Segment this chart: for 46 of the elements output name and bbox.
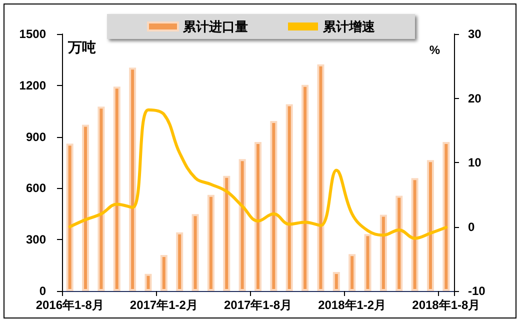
y2-axis-title: %	[429, 43, 440, 57]
bar	[223, 176, 230, 291]
bar	[66, 144, 74, 291]
y-tick-label: 1200	[19, 78, 46, 92]
bar	[426, 160, 434, 291]
bar	[442, 142, 450, 291]
bar	[129, 68, 136, 291]
bar	[364, 234, 372, 291]
bar	[396, 196, 403, 291]
x-tick-label: 2016年1-8月	[36, 298, 104, 312]
y2-tick-label: 0	[468, 220, 475, 234]
bar	[411, 178, 418, 291]
bar	[82, 124, 90, 291]
bar	[286, 104, 293, 291]
y-tick-label: 1500	[19, 27, 46, 41]
y2-tick-label: 20	[468, 91, 482, 106]
bar	[270, 121, 278, 291]
y-tick-label: 600	[26, 181, 46, 196]
bar	[144, 274, 152, 291]
bar	[207, 194, 214, 291]
bar	[380, 214, 387, 291]
y2-tick-label: -10	[468, 284, 486, 298]
bar	[98, 106, 105, 291]
bar	[113, 86, 120, 291]
bar	[317, 64, 324, 291]
y2-tick-label: 10	[468, 156, 482, 170]
y-axis-title: 万吨	[67, 39, 96, 55]
legend-label: 累计增速	[322, 19, 376, 34]
legend-label: 累计进口量	[182, 19, 248, 34]
y-tick-label: 300	[26, 232, 46, 247]
bar	[192, 214, 199, 291]
x-tick-label: 2017年1-2月	[130, 298, 198, 312]
bar	[348, 254, 356, 291]
bar	[302, 84, 309, 291]
x-tick-label: 2018年1-8月	[412, 298, 480, 312]
x-tick-label: 2017年1-8月	[224, 298, 292, 312]
y-tick-label: 900	[26, 130, 46, 144]
y-tick-label: 0	[39, 284, 46, 298]
x-tick-label: 2018年1-2月	[318, 298, 386, 312]
bar	[332, 272, 340, 291]
y2-tick-label: 30	[468, 27, 482, 41]
bar	[254, 142, 262, 291]
bar	[160, 255, 168, 291]
bar	[176, 232, 184, 291]
bar	[238, 159, 246, 291]
line-series	[68, 108, 448, 240]
